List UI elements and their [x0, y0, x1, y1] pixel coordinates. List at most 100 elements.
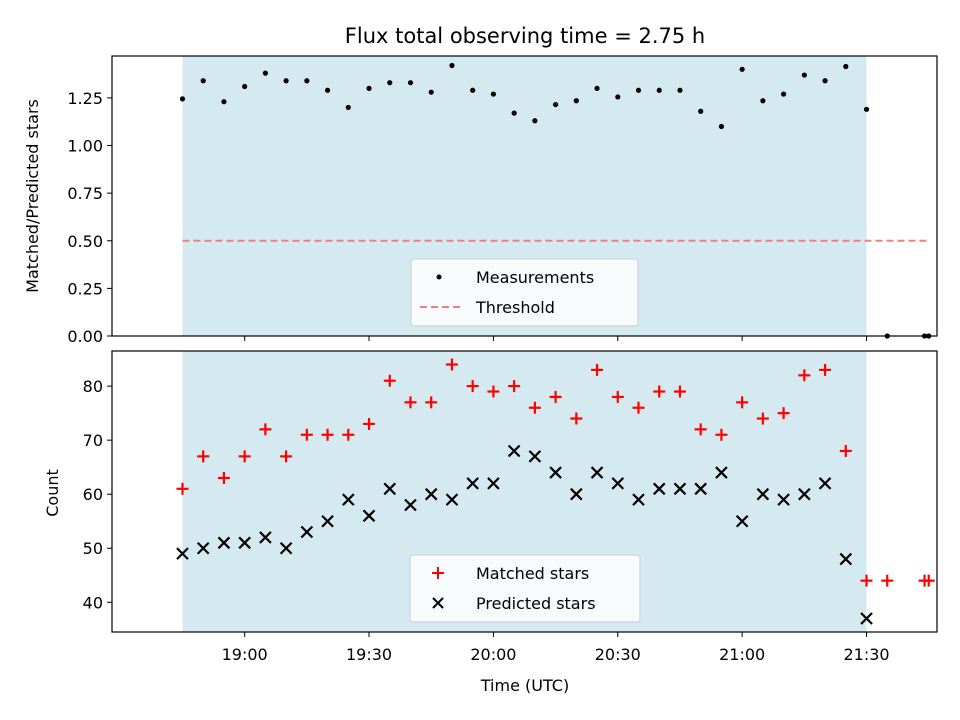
matched-stars-point	[922, 574, 935, 587]
predicted-stars-point	[818, 477, 832, 490]
measurements-point	[781, 91, 787, 97]
x-axis-label: Time (UTC)	[480, 676, 569, 695]
measurements-point	[532, 118, 538, 124]
y-tick-label: 70	[83, 431, 103, 450]
y-tick-label: 0.50	[67, 232, 103, 251]
measurements-point	[283, 78, 289, 84]
measurements-point	[698, 108, 704, 114]
predicted-stars-point	[652, 482, 666, 496]
matched-stars-point	[197, 450, 210, 463]
measurements-point	[635, 87, 642, 93]
measurements-point	[242, 83, 248, 90]
y-tick-label: 0.75	[67, 184, 103, 203]
matched-stars-point	[383, 374, 396, 387]
measurements-point	[594, 85, 600, 91]
predicted-stars-point	[860, 612, 873, 625]
predicted-stars-point	[715, 466, 728, 479]
matched-stars-point	[404, 396, 417, 409]
top-legend: Measurements Threshold	[410, 258, 639, 327]
predicted-stars-point	[590, 466, 604, 479]
measurements-point	[366, 85, 372, 91]
measurements-point	[221, 99, 227, 105]
y-tick-label: 1.00	[67, 137, 103, 156]
y-tick-label: 60	[83, 485, 103, 504]
measurements-point	[801, 72, 807, 78]
measurements-point	[822, 78, 828, 84]
measurements-point	[511, 110, 517, 116]
x-tick-label: 21:00	[719, 645, 765, 664]
bottom-legend-box	[409, 554, 641, 623]
matched-stars-point	[528, 401, 541, 414]
measurements-point	[677, 87, 683, 93]
top-legend-box	[410, 258, 639, 327]
x-tick-label: 20:00	[470, 645, 516, 664]
predicted-stars-point	[466, 477, 479, 490]
predicted-stars-point	[549, 466, 562, 479]
matched-stars-point	[549, 390, 562, 403]
predicted-stars-point	[694, 482, 707, 496]
measurements-point	[387, 80, 393, 86]
predicted-stars-point	[798, 487, 811, 501]
legend-matched-stars-marker	[432, 567, 444, 579]
matched-stars-point	[756, 412, 769, 425]
measurements-point	[428, 89, 434, 95]
y-tick-label: 80	[83, 377, 103, 396]
measurements-point	[179, 96, 186, 102]
matched-stars-point	[653, 385, 666, 398]
x-tick-label: 21:30	[843, 645, 889, 664]
legend-threshold-label: Threshold	[475, 298, 555, 317]
measurements-point	[573, 98, 579, 104]
predicted-stars-point	[611, 477, 625, 490]
predicted-stars-point	[570, 487, 583, 501]
predicted-stars-point	[404, 498, 417, 512]
measurements-point	[449, 62, 455, 69]
matched-stars-point	[715, 428, 728, 441]
predicted-stars-point	[445, 493, 459, 506]
matched-stars-point	[176, 482, 189, 495]
predicted-stars-point	[300, 525, 314, 539]
matched-stars-point	[632, 401, 645, 414]
matched-stars-point	[611, 390, 624, 403]
matched-stars-point	[425, 396, 438, 409]
matched-stars-point	[736, 396, 749, 409]
bottom-legend: Matched stars Predicted stars	[409, 554, 641, 623]
matched-stars-point	[777, 407, 790, 420]
bottom-panel: 40 50 60 70 80 19:00 19:30 20:00 20:30 21:00 21:3…	[43, 350, 938, 695]
predicted-stars-point	[487, 477, 500, 490]
measurements-point	[490, 91, 497, 97]
matched-stars-point	[591, 363, 604, 376]
matched-stars-point	[673, 385, 686, 398]
matched-stars-point	[860, 574, 873, 587]
measurements-point	[262, 70, 268, 76]
predicted-stars-point	[735, 514, 749, 528]
chart-title: Flux total observing time = 2.75 h	[345, 24, 705, 48]
measurements-point	[407, 80, 414, 86]
matched-stars-point	[363, 417, 376, 430]
matched-stars-point	[570, 412, 583, 425]
legend-matched-stars-label: Matched stars	[476, 564, 589, 583]
x-tick-label: 20:30	[595, 645, 641, 664]
matched-stars-point	[819, 363, 832, 376]
y-tick-label: 40	[83, 593, 103, 612]
matched-stars-point	[694, 423, 707, 436]
predicted-stars-point	[238, 536, 251, 550]
top-panel: 0.00 0.25 0.50 0.75 1.00 1.25 Matched/Predict…	[23, 55, 938, 346]
bottom-plot-frame	[111, 350, 938, 633]
measurements-point	[760, 98, 766, 104]
y-tick-label: 50	[83, 539, 103, 558]
y-tick-label: 0.25	[67, 279, 103, 298]
predicted-stars-point	[321, 514, 334, 528]
measurements-point	[863, 106, 870, 112]
y-tick-label: 1.25	[67, 89, 103, 108]
bottom-y-axis-label: Count	[43, 469, 62, 517]
predicted-stars-point	[176, 547, 189, 560]
measurements-point	[843, 63, 849, 70]
matched-stars-point	[300, 428, 313, 441]
matched-stars-point	[445, 358, 458, 371]
predicted-stars-point	[424, 487, 438, 501]
measurements-point	[470, 87, 476, 93]
matched-stars-point	[321, 428, 334, 441]
matched-stars-point	[280, 450, 293, 463]
matched-stars-point	[508, 380, 521, 393]
